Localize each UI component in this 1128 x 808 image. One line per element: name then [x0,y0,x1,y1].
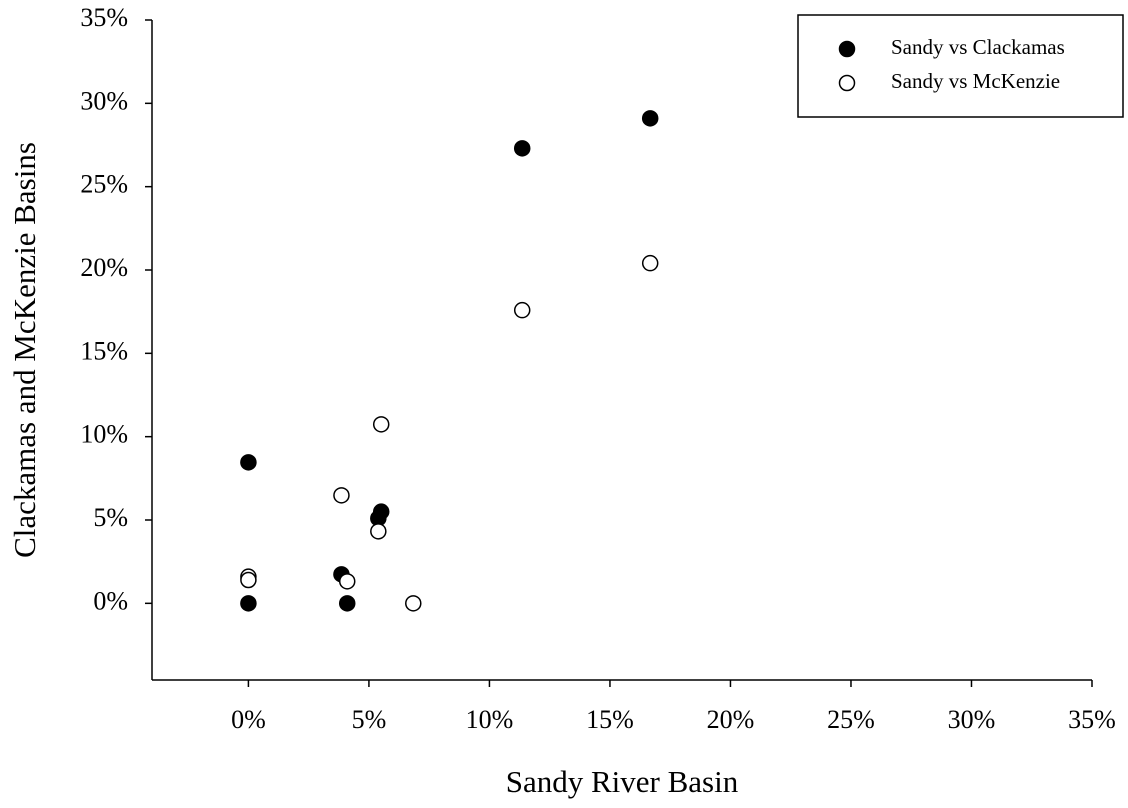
x-tick-label: 35% [1068,705,1116,734]
point [240,571,257,589]
x-tick-label: 30% [948,705,996,734]
point [240,454,257,471]
point [370,523,387,540]
y-tick-label: 15% [80,336,128,365]
point [641,110,659,127]
point [333,487,350,504]
y-tick-label: 5% [93,503,128,532]
x-tick-label: 0% [231,705,266,734]
point [338,595,356,612]
legend-label: Sandy vs Clackamas [891,35,1065,59]
point [513,140,531,157]
point [372,503,390,520]
legend-marker [838,40,856,58]
y-tick-label: 10% [80,420,128,449]
y-tick-label: 30% [80,86,128,115]
x-tick-label: 20% [707,705,755,734]
x-tick-label: 15% [586,705,634,734]
x-axis-title: Sandy River Basin [506,764,739,799]
point [513,301,531,319]
y-axis-title: Clackamas and McKenzie Basins [7,142,42,558]
x-tick-label: 25% [827,705,875,734]
y-tick-label: 25% [80,170,128,199]
x-tick-label: 5% [352,705,387,734]
point [372,416,390,433]
legend-label: Sandy vs McKenzie [891,69,1060,93]
point [405,595,422,612]
y-tick-label: 35% [80,3,128,32]
y-tick-label: 20% [80,253,128,282]
point [641,254,659,272]
point [338,573,356,590]
legend [797,14,1124,118]
x-tick-label: 10% [466,705,514,734]
legend-marker [838,74,856,92]
point [240,595,257,612]
y-tick-label: 0% [93,586,128,615]
